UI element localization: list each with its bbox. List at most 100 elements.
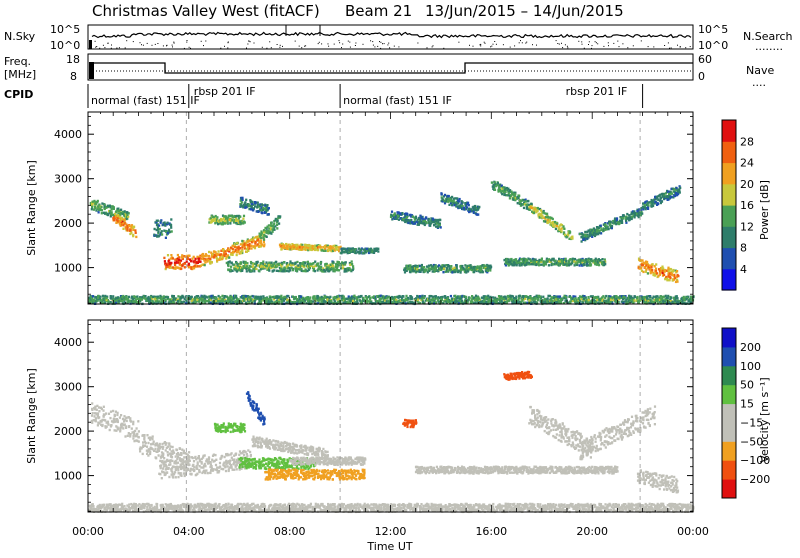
range-gate-cell — [493, 184, 495, 186]
search-dot — [99, 48, 100, 49]
search-dot — [510, 47, 511, 48]
range-gate-cell — [112, 295, 114, 297]
range-gate-cell — [621, 220, 623, 222]
range-gate-cell — [402, 213, 404, 215]
search-dot — [246, 48, 247, 49]
range-gate-cell — [102, 295, 104, 297]
search-dot — [443, 48, 444, 49]
range-gate-cell — [163, 257, 165, 259]
range-gate-cell — [170, 254, 172, 256]
search-dot — [380, 42, 381, 43]
range-gate-cell — [304, 244, 306, 246]
search-dot — [262, 47, 263, 48]
range-gate-cell — [254, 300, 256, 302]
range-gate-cell — [320, 246, 322, 248]
range-gate-cell — [248, 265, 250, 267]
range-gate-cell — [439, 219, 441, 221]
search-dot — [619, 46, 620, 47]
search-dot — [111, 45, 112, 46]
range-gate-cell — [273, 229, 275, 231]
range-gate-cell — [451, 196, 453, 198]
range-gate-cell — [656, 272, 658, 274]
range-gate-cell — [477, 208, 479, 210]
range-gate-cell — [458, 200, 460, 202]
range-gate-cell — [647, 272, 649, 274]
range-gate-cell — [489, 265, 491, 267]
range-gate-cell — [170, 218, 172, 220]
range-gate-cell — [676, 270, 678, 272]
range-gate-cell — [96, 201, 98, 203]
range-gate-cell — [677, 274, 679, 276]
range-gate-cell — [272, 225, 274, 227]
range-gate-cell — [156, 224, 158, 226]
search-dot — [382, 43, 383, 44]
range-gate-cell — [276, 227, 278, 229]
range-gate-cell — [299, 298, 301, 300]
range-gate-cell — [165, 237, 167, 239]
range-gate-cell — [526, 260, 528, 262]
range-gate-cell — [406, 213, 408, 215]
range-gate-cell — [310, 300, 312, 302]
range-gate-cell — [250, 245, 252, 247]
range-gate-cell — [295, 296, 297, 298]
range-gate-cell — [213, 256, 215, 258]
range-gate-cell — [647, 204, 649, 206]
search-dot — [597, 43, 598, 44]
range-gate-cell — [645, 208, 647, 210]
range-gate-cell — [611, 225, 613, 227]
search-dot — [473, 46, 474, 47]
range-gate-cell — [465, 296, 467, 298]
range-gate-cell — [157, 220, 159, 222]
search-dot — [377, 46, 378, 47]
range-gate-cell — [480, 268, 482, 270]
range-gate-cell — [264, 212, 266, 214]
sky-tick-bottom-left: 10^0 — [50, 39, 80, 52]
search-dot — [96, 46, 97, 47]
range-gate-cell — [450, 295, 452, 297]
range-gate-cell — [482, 271, 484, 273]
range-gate-cell — [676, 187, 678, 189]
range-gate-cell — [358, 248, 360, 250]
range-gate-cell — [530, 260, 532, 262]
range-gate-cell — [642, 271, 644, 273]
range-gate-cell — [95, 207, 97, 209]
range-gate-cell — [266, 236, 268, 238]
range-gate-cell — [144, 295, 146, 297]
range-gate-cell — [177, 254, 179, 256]
range-gate-cell — [106, 297, 108, 299]
range-gate-cell — [359, 252, 361, 254]
range-gate-cell — [111, 214, 113, 216]
search-dot — [108, 43, 109, 44]
range-gate-cell — [352, 247, 354, 249]
freq-tick-8: 8 — [70, 70, 77, 83]
range-gate-cell — [293, 244, 295, 246]
range-gate-cell — [514, 299, 516, 301]
search-dot — [250, 41, 251, 42]
search-dot — [398, 46, 399, 47]
range-gate-cell — [275, 261, 277, 263]
search-dot — [111, 48, 112, 49]
cpid-segment-label: normal (fast) 151 IF — [91, 94, 200, 107]
range-gate-cell — [325, 250, 327, 252]
range-gate-cell — [351, 263, 353, 265]
range-gate-cell — [441, 193, 443, 195]
range-gate-cell — [232, 248, 234, 250]
range-gate-cell — [255, 268, 257, 270]
range-gate-cell — [118, 300, 120, 302]
range-gate-cell — [94, 203, 96, 205]
range-gate-cell — [510, 298, 512, 300]
range-gate-cell — [190, 296, 192, 298]
range-gate-cell — [199, 261, 201, 263]
range-gate-cell — [440, 226, 442, 228]
range-gate-cell — [348, 249, 350, 251]
range-gate-cell — [670, 268, 672, 270]
range-gate-cell — [126, 211, 128, 213]
range-gate-cell — [555, 260, 557, 262]
range-gate-cell — [208, 255, 210, 257]
date-range: 13/Jun/2015 – 14/Jun/2015 — [425, 2, 624, 20]
range-gate-cell — [468, 204, 470, 206]
search-dot — [143, 45, 144, 46]
search-dot — [581, 41, 582, 42]
range-gate-cell — [505, 298, 507, 300]
